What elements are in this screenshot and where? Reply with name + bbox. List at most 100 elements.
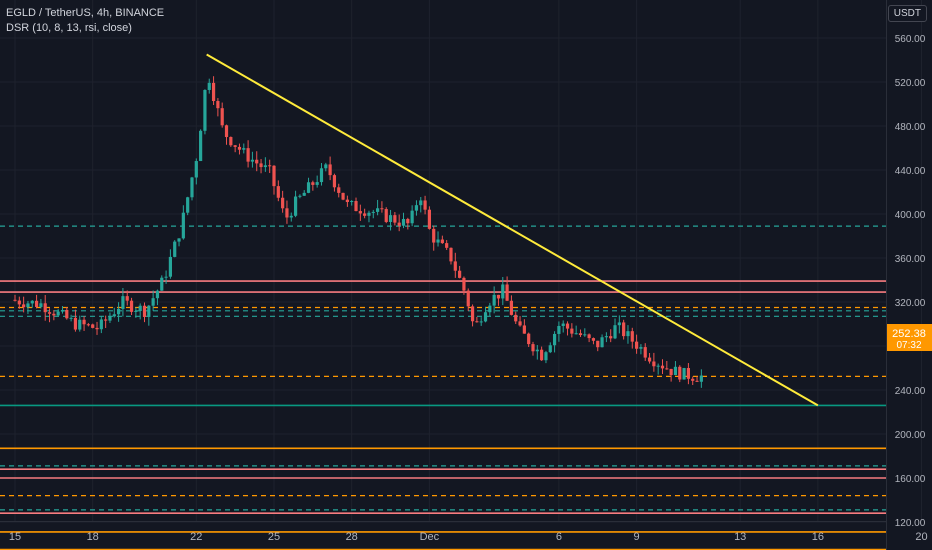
price-tick-label: 560.00 <box>895 34 926 45</box>
candle-body <box>194 161 198 178</box>
candle-body <box>47 312 52 314</box>
candle-body <box>406 218 410 224</box>
candle-body <box>350 201 354 203</box>
candle-body <box>26 303 30 308</box>
candle-body <box>104 319 108 321</box>
candle-body <box>570 328 574 334</box>
candle-body <box>669 368 673 376</box>
candle-body <box>462 277 466 291</box>
time-axis[interactable]: 1518222528Dec6913162023 <box>9 531 932 543</box>
candle-body <box>311 182 315 185</box>
candle-body <box>617 322 621 326</box>
price-tick-label: 320.00 <box>895 298 926 309</box>
candle-body <box>91 324 95 328</box>
candle-body <box>678 366 682 380</box>
candle-body <box>596 340 600 348</box>
price-tick-label: 240.00 <box>895 386 926 397</box>
candle-body <box>410 210 414 224</box>
candle-body <box>52 313 56 316</box>
candle-body <box>125 296 129 301</box>
candle-body <box>203 89 207 131</box>
candle-body <box>470 306 475 322</box>
candle-body <box>449 247 453 262</box>
candle-body <box>168 256 172 277</box>
candle-body <box>397 222 401 226</box>
candle-body <box>99 319 103 330</box>
chart-legend: EGLD / TetherUS, 4h, BINANCE DSR (10, 8,… <box>6 6 164 36</box>
time-tick-label: 25 <box>268 531 280 543</box>
candle-body <box>289 215 293 218</box>
candle-body <box>552 333 557 346</box>
candle-body <box>82 319 86 325</box>
candle-body <box>108 316 112 321</box>
candle-body <box>367 212 371 216</box>
time-tick-label: 18 <box>87 531 99 543</box>
candle-body <box>388 215 393 222</box>
candle-body <box>216 101 220 109</box>
candle-body <box>505 284 509 301</box>
candle-body <box>34 300 39 307</box>
candle-body <box>587 334 591 339</box>
candle-body <box>673 366 678 376</box>
bar-countdown: 07:32 <box>896 340 921 351</box>
candle-body <box>609 336 613 339</box>
candle-body <box>509 300 514 315</box>
last-price-label: 252.38 07:32 <box>887 324 932 351</box>
candle-body <box>630 331 634 342</box>
candle-body <box>276 186 280 198</box>
candle-body <box>544 352 548 361</box>
candle-body <box>306 182 311 193</box>
candle-body <box>436 239 440 243</box>
candle-body <box>207 82 211 90</box>
candle-body <box>69 317 73 319</box>
candle-body <box>199 130 203 162</box>
candle-body <box>129 300 134 312</box>
candle-body <box>423 200 427 210</box>
candle-body <box>479 321 483 323</box>
candle-body <box>686 368 690 379</box>
candle-body <box>643 347 647 358</box>
indicator-title[interactable]: DSR (10, 8, 13, rsi, close) <box>6 22 132 34</box>
last-price-value: 252.38 <box>892 328 926 340</box>
candle-body <box>496 294 501 299</box>
candle-body <box>518 321 522 326</box>
candle-body <box>354 201 358 212</box>
time-tick-label: 9 <box>634 531 640 543</box>
candle-body <box>561 323 565 326</box>
candle-body <box>298 195 302 197</box>
candle-body <box>475 321 479 323</box>
currency-button[interactable]: USDT <box>887 5 927 22</box>
candle-body <box>332 175 337 188</box>
candle-body <box>626 331 630 337</box>
symbol-title[interactable]: EGLD / TetherUS, 4h, BINANCE <box>6 7 165 19</box>
candle-body <box>682 368 686 380</box>
candle-body <box>622 322 626 337</box>
candle-body <box>117 308 121 315</box>
price-tick-label: 360.00 <box>895 254 926 265</box>
candle-body <box>527 333 531 345</box>
candle-body <box>319 168 324 183</box>
time-tick-label: Dec <box>420 531 440 543</box>
candle-body <box>151 298 155 306</box>
candle-body <box>281 197 285 209</box>
candle-body <box>358 211 362 214</box>
candle-body <box>604 336 608 338</box>
candle-body <box>17 300 21 305</box>
candle-body <box>432 228 436 243</box>
candle-body <box>147 305 151 317</box>
candle-body <box>43 303 47 313</box>
candle-body <box>65 309 69 319</box>
candle-body <box>285 208 289 218</box>
candle-body <box>393 215 397 223</box>
candle-body <box>501 284 505 299</box>
candle-body <box>337 187 341 193</box>
trendline <box>206 53 819 407</box>
candle-body <box>177 238 181 242</box>
candle-body <box>233 145 237 147</box>
candle-body <box>574 333 578 335</box>
time-tick-label: 20 <box>915 531 927 543</box>
candle-body <box>268 165 272 167</box>
price-tick-label: 160.00 <box>895 474 926 485</box>
candle-body <box>401 218 406 226</box>
